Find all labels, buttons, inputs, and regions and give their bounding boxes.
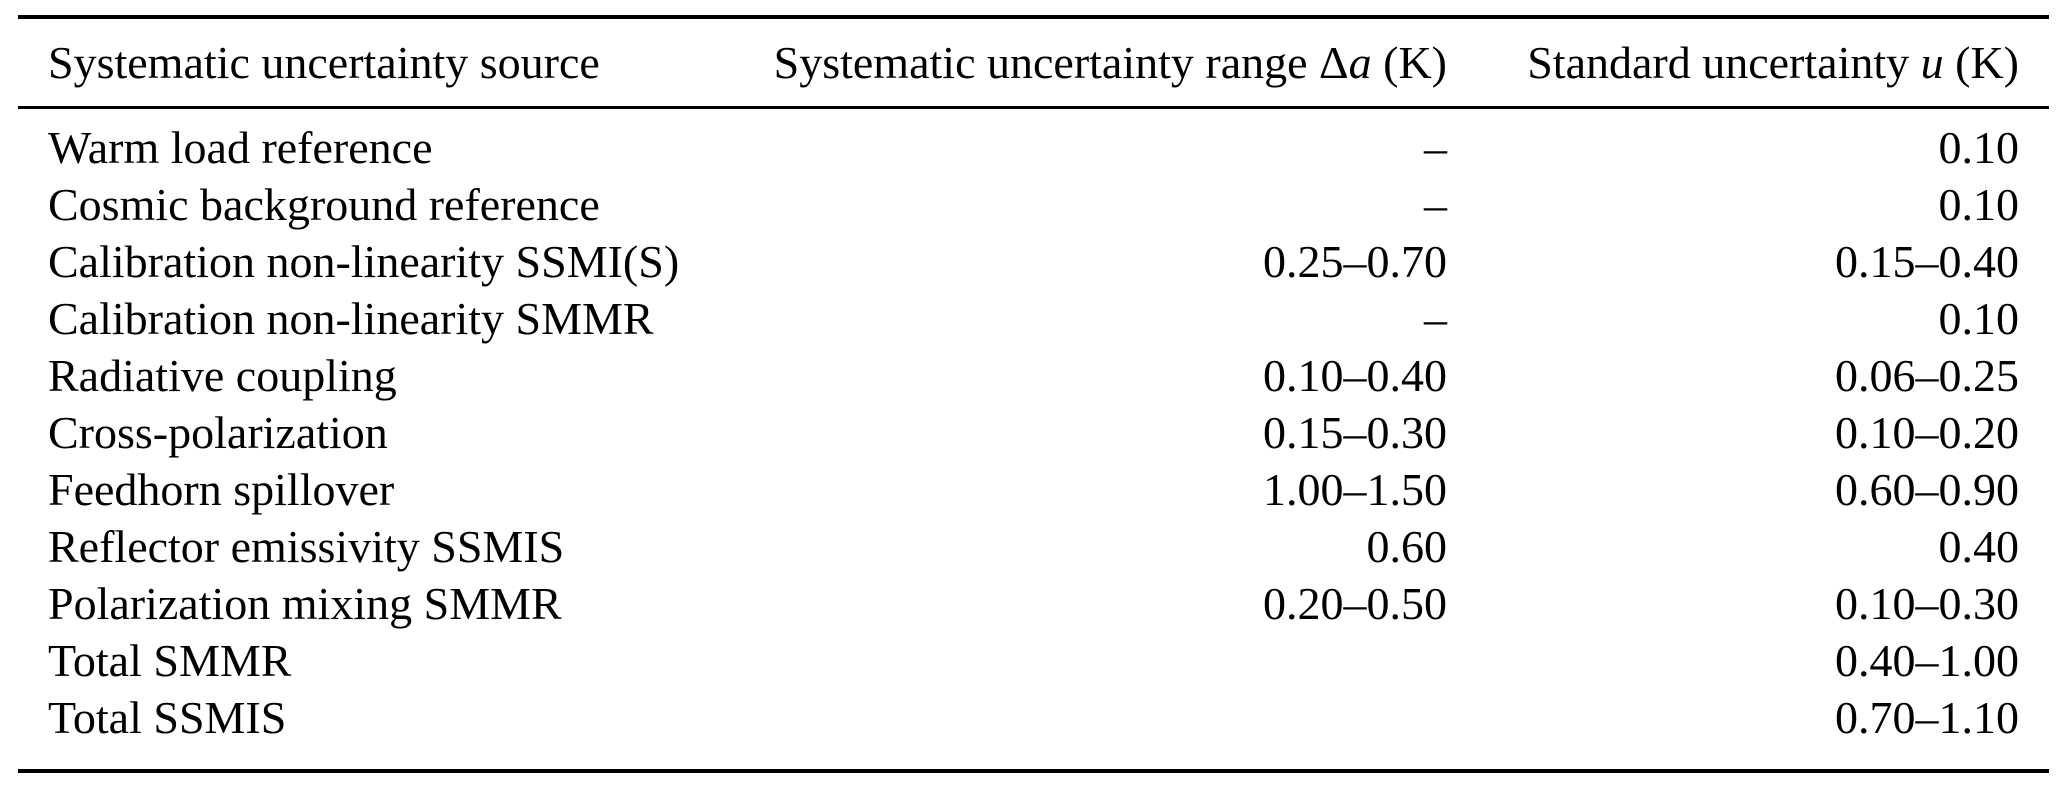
cell-range: 0.60: [1366, 521, 1448, 572]
header-source-column: Systematic uncertainty source: [18, 36, 738, 89]
header-std-label: Standard uncertainty: [1527, 37, 1910, 88]
cell-std: 0.40–1.00: [1835, 635, 2019, 686]
table-row: Warm load reference – 0.10: [18, 119, 2049, 176]
variable-u: u: [1920, 37, 1944, 88]
cell-std: 0.06–0.25: [1835, 350, 2019, 401]
cell-std: 0.15–0.40: [1835, 236, 2019, 287]
table-body: Warm load reference – 0.10 Cosmic backgr…: [18, 109, 2049, 769]
cell-source: Total SMMR: [48, 635, 292, 686]
cell-std: 0.70–1.10: [1835, 692, 2019, 743]
cell-range: 0.10–0.40: [1263, 350, 1447, 401]
header-std-column: Standard uncertainty u (K): [1447, 36, 2049, 89]
cell-std: 0.40: [1938, 521, 2020, 572]
cell-source: Radiative coupling: [48, 350, 397, 401]
cell-source: Total SSMIS: [48, 692, 287, 743]
cell-std: 0.10–0.30: [1835, 578, 2019, 629]
table-row: Total SSMIS 0.70–1.10: [18, 689, 2049, 746]
cell-range: 0.25–0.70: [1263, 236, 1447, 287]
cell-source: Calibration non-linearity SSMI(S): [48, 236, 680, 287]
delta-symbol: Δ: [1319, 37, 1349, 88]
cell-source: Warm load reference: [48, 122, 433, 173]
cell-range: 0.20–0.50: [1263, 578, 1447, 629]
cell-std: 0.10: [1938, 293, 2020, 344]
cell-std: 0.10–0.20: [1835, 407, 2019, 458]
table-row: Total SMMR 0.40–1.00: [18, 632, 2049, 689]
cell-source: Polarization mixing SMMR: [48, 578, 562, 629]
table-row: Calibration non-linearity SMMR – 0.10: [18, 290, 2049, 347]
cell-source: Feedhorn spillover: [48, 464, 395, 515]
header-range-label: Systematic uncertainty range: [773, 37, 1308, 88]
table-row: Reflector emissivity SSMIS 0.60 0.40: [18, 518, 2049, 575]
cell-range: –: [1424, 293, 1447, 344]
header-source-label: Systematic uncertainty source: [48, 37, 600, 88]
header-range-column: Systematic uncertainty range Δa (K): [738, 36, 1447, 89]
cell-source: Cosmic background reference: [48, 179, 600, 230]
cell-source: Calibration non-linearity SMMR: [48, 293, 654, 344]
cell-range: –: [1424, 122, 1447, 173]
cell-std: 0.60–0.90: [1835, 464, 2019, 515]
header-std-unit: (K): [1955, 37, 2019, 88]
table-row: Radiative coupling 0.10–0.40 0.06–0.25: [18, 347, 2049, 404]
cell-range: 0.15–0.30: [1263, 407, 1447, 458]
header-range-symbol: Δa: [1319, 37, 1372, 88]
cell-source: Reflector emissivity SSMIS: [48, 521, 565, 572]
cell-source: Cross-polarization: [48, 407, 388, 458]
table-row: Polarization mixing SMMR 0.20–0.50 0.10–…: [18, 575, 2049, 632]
variable-a: a: [1348, 37, 1372, 88]
table-row: Cosmic background reference – 0.10: [18, 176, 2049, 233]
cell-std: 0.10: [1938, 179, 2020, 230]
table-header-row: Systematic uncertainty source Systematic…: [18, 19, 2049, 106]
cell-range: 1.00–1.50: [1263, 464, 1447, 515]
table-row: Calibration non-linearity SSMI(S) 0.25–0…: [18, 233, 2049, 290]
cell-std: 0.10: [1938, 122, 2020, 173]
table-bottom-rule: [18, 769, 2049, 773]
table-header-rule: [18, 106, 2049, 109]
header-range-unit: (K): [1383, 37, 1447, 88]
cell-range: –: [1424, 179, 1447, 230]
table-row: Cross-polarization 0.15–0.30 0.10–0.20: [18, 404, 2049, 461]
table-top-rule: [18, 15, 2049, 19]
table-row: Feedhorn spillover 1.00–1.50 0.60–0.90: [18, 461, 2049, 518]
uncertainty-table: Systematic uncertainty source Systematic…: [18, 15, 2049, 773]
